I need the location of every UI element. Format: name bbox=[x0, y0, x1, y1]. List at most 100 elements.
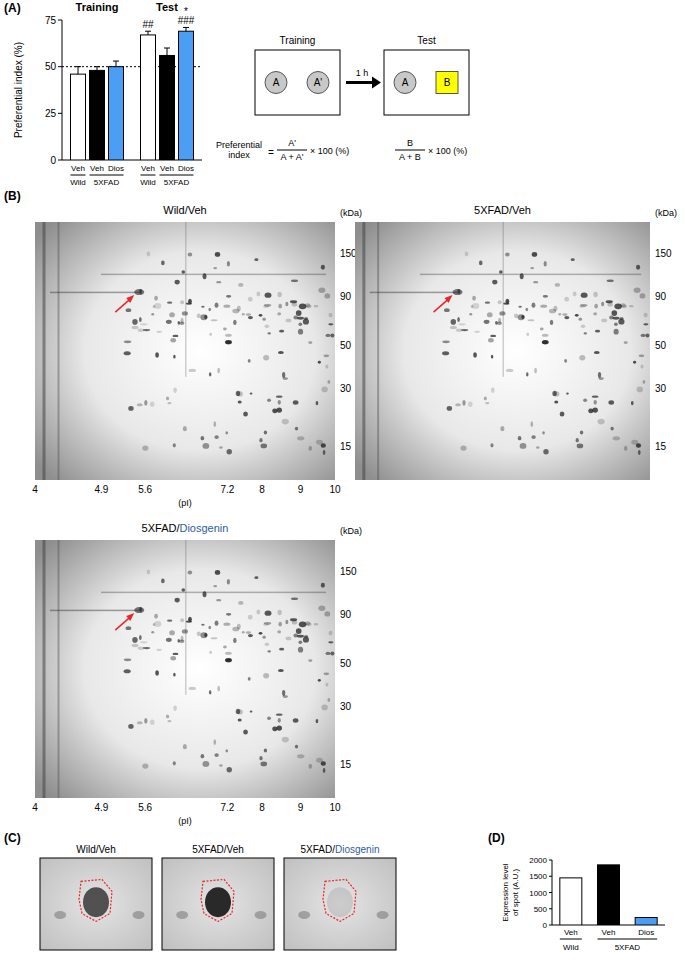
gel-spot bbox=[175, 598, 180, 603]
gel-spot bbox=[564, 359, 567, 363]
gel-spot bbox=[455, 403, 461, 406]
series-label: Veh bbox=[160, 164, 174, 173]
interval-label: 1 h bbox=[356, 68, 369, 78]
gel-spot bbox=[175, 280, 180, 285]
gel-spot bbox=[498, 300, 502, 304]
gel-spot bbox=[533, 281, 538, 283]
x-tick-label: 4.9 bbox=[94, 802, 108, 813]
x-tick-label: 5.6 bbox=[138, 802, 152, 813]
gel-spot bbox=[534, 368, 537, 374]
gel-spot bbox=[242, 313, 245, 316]
gel-spot bbox=[204, 315, 207, 319]
spot-outline bbox=[201, 879, 234, 921]
gel-spot bbox=[216, 281, 221, 283]
gel-spot bbox=[323, 768, 326, 773]
title-part: Wild/Veh bbox=[163, 204, 206, 216]
gel-spot bbox=[139, 635, 142, 640]
gel-spot bbox=[128, 724, 133, 729]
gel-spot bbox=[248, 297, 253, 302]
gel-spot bbox=[182, 311, 188, 315]
gel-background bbox=[355, 222, 650, 480]
gel-spot bbox=[200, 632, 207, 638]
error-bar bbox=[164, 48, 170, 55]
error-cap bbox=[75, 66, 81, 67]
gel-spot bbox=[219, 446, 222, 448]
gel-spot bbox=[308, 659, 312, 662]
gel-spot bbox=[265, 611, 272, 616]
x-tick-label: 8 bbox=[259, 802, 265, 813]
bar bbox=[160, 55, 175, 160]
spot bbox=[327, 887, 353, 917]
gel-spot bbox=[594, 351, 600, 354]
y-tick bbox=[549, 876, 552, 877]
gel-spot bbox=[543, 295, 548, 298]
gel-spot bbox=[323, 673, 329, 676]
gel-spot bbox=[555, 283, 560, 287]
gel-spot bbox=[554, 401, 558, 404]
object-label: B bbox=[444, 77, 451, 88]
gel-spot bbox=[173, 761, 176, 765]
gel-spot bbox=[227, 449, 232, 454]
gel-spot bbox=[593, 312, 597, 315]
gel-spot bbox=[330, 334, 334, 338]
gel-spot bbox=[485, 302, 490, 304]
crop-panel: 5XFAD/Diosgenin bbox=[284, 844, 396, 950]
gel-spot bbox=[215, 252, 220, 257]
gel-spot bbox=[259, 632, 263, 635]
y-tick-label: 500 bbox=[534, 905, 548, 914]
title: 5XFAD/Diosgenin bbox=[301, 844, 380, 855]
gel-streak bbox=[58, 222, 60, 480]
gel-spot bbox=[217, 686, 220, 692]
gel-spot bbox=[232, 627, 239, 632]
gel-spot bbox=[282, 690, 285, 696]
arrow bbox=[346, 81, 374, 84]
gel-spot bbox=[485, 402, 489, 404]
gel-spot bbox=[468, 402, 473, 407]
gel-streak bbox=[101, 592, 326, 594]
gel-spot bbox=[140, 323, 147, 325]
bar bbox=[598, 865, 620, 925]
object-label: A bbox=[402, 77, 409, 88]
gel-spot bbox=[124, 669, 131, 673]
gel-spot bbox=[154, 296, 158, 301]
gel-spot bbox=[166, 320, 172, 324]
gel-spot bbox=[613, 436, 620, 440]
gel-spot bbox=[499, 270, 503, 274]
index-label: Preferential bbox=[216, 140, 262, 150]
panel-label: (D) bbox=[488, 831, 505, 845]
gel-spot bbox=[262, 636, 265, 639]
figure: (A)(B)(C)(D)0255075Preferential index (%… bbox=[0, 0, 685, 967]
gel-spot bbox=[323, 450, 326, 455]
series-label: Dios bbox=[178, 164, 194, 173]
gel-spot bbox=[238, 401, 242, 404]
gel-spot bbox=[282, 372, 285, 378]
gel-spot bbox=[225, 334, 232, 337]
gel-spot bbox=[298, 911, 310, 919]
gel-spot bbox=[597, 419, 604, 425]
gel-spot bbox=[573, 292, 577, 297]
gel-spot bbox=[531, 435, 535, 439]
gel-spot bbox=[188, 571, 193, 575]
gel-spot bbox=[542, 340, 549, 344]
gel-spot bbox=[278, 718, 281, 723]
gel-spot bbox=[640, 293, 646, 298]
gel-spot bbox=[505, 253, 510, 257]
gel-image bbox=[355, 222, 650, 480]
gel-spot bbox=[128, 406, 133, 411]
marked-spot bbox=[134, 607, 144, 613]
object-label: A' bbox=[314, 77, 323, 88]
gel-spot bbox=[618, 319, 624, 325]
gel-spot bbox=[321, 705, 327, 711]
series-label: Veh bbox=[90, 164, 104, 173]
gel-spot bbox=[132, 644, 139, 647]
gel-spot bbox=[226, 613, 231, 616]
group-line bbox=[90, 175, 124, 176]
title: 5XFAD/Veh bbox=[192, 844, 244, 855]
gel-spot bbox=[277, 630, 281, 633]
gel-spot bbox=[321, 443, 326, 447]
gel-spot bbox=[180, 300, 184, 304]
gel-spot bbox=[309, 446, 313, 451]
series-label: Dios bbox=[108, 164, 124, 173]
gel-spot bbox=[456, 329, 462, 332]
gel-spot bbox=[223, 645, 227, 648]
